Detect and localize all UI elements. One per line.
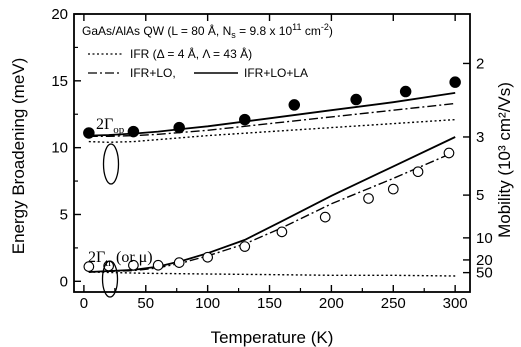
data-point-open <box>239 241 251 252</box>
x-tick-label: 300 <box>443 295 468 312</box>
legend-label-ifr: IFR (Δ = 4 Å, Λ = 43 Å) <box>130 46 252 61</box>
y2-axis-label: Mobility (10³ cm²/Vs) <box>495 82 514 238</box>
y-tick-label: 0 <box>60 273 68 290</box>
y-axis-label: Energy Broadening (meV) <box>9 58 28 255</box>
y2-tick-label: 10 <box>476 230 493 247</box>
data-point-open <box>152 259 164 271</box>
data-point-filled <box>449 76 461 88</box>
x-tick-label: 150 <box>257 295 282 312</box>
annotation-gamma-tr: 2Γtr (or μ) <box>88 249 153 269</box>
data-point-filled <box>350 93 362 106</box>
y2-tick-label: 3 <box>476 129 484 146</box>
series-line-dashdot <box>88 151 456 273</box>
ellipse-gamma-op <box>102 143 120 185</box>
data-point-open <box>319 211 331 223</box>
y2-tick-label: 50 <box>476 265 493 282</box>
x-axis-label: Temperature (K) <box>211 328 334 347</box>
y-tick-label: 10 <box>51 140 68 157</box>
legend: GaAs/AlAs QW (L = 80 Å, Ns = 9.8 x 1011 … <box>82 22 333 80</box>
x-tick-label: 50 <box>137 295 154 312</box>
x-tick-label: 250 <box>381 295 406 312</box>
x-tick-label: 200 <box>319 295 344 312</box>
y-tick-label: 20 <box>51 6 68 23</box>
y-tick-label: 5 <box>60 206 68 223</box>
data-point-open <box>276 226 288 238</box>
x-tick-label: 100 <box>195 295 220 312</box>
data-point-open <box>202 251 213 263</box>
y2-tick-label: 20 <box>476 252 493 269</box>
data-point-open <box>443 147 455 159</box>
series-line-dotted <box>88 271 456 277</box>
legend-label-ifr-lo-la: IFR+LO+LA <box>244 66 308 80</box>
series-line-dashdot <box>88 102 456 137</box>
legend-label-ifr-lo: IFR+LO, <box>130 66 176 80</box>
y2-tick-label: 5 <box>476 187 484 204</box>
plot-frame <box>73 13 471 293</box>
data-point-open <box>128 259 139 271</box>
data-point-filled <box>83 127 95 139</box>
x-tick-label: 0 <box>80 295 88 312</box>
plot-layer <box>83 76 461 277</box>
data-point-filled <box>288 99 301 111</box>
data-point-filled <box>127 125 140 138</box>
data-point-open <box>412 166 424 178</box>
annotation-gamma-op: 2Γop <box>96 116 125 136</box>
data-point-filled <box>239 113 251 126</box>
data-point-open <box>363 193 374 204</box>
ellipse-gamma-tr <box>101 260 119 298</box>
y-tick-label: 15 <box>51 73 68 90</box>
series-line-solid <box>88 136 456 273</box>
data-point-open <box>173 257 185 268</box>
series-line-solid <box>88 92 456 137</box>
data-point-filled <box>173 121 185 134</box>
series-line-dotted <box>88 118 456 144</box>
data-point-filled <box>399 85 412 98</box>
data-point-open <box>83 261 95 272</box>
data-point-open <box>387 183 399 195</box>
legend-title: GaAs/AlAs QW (L = 80 Å, Ns = 9.8 x 1011 … <box>82 22 333 40</box>
y2-tick-label: 2 <box>476 55 484 72</box>
